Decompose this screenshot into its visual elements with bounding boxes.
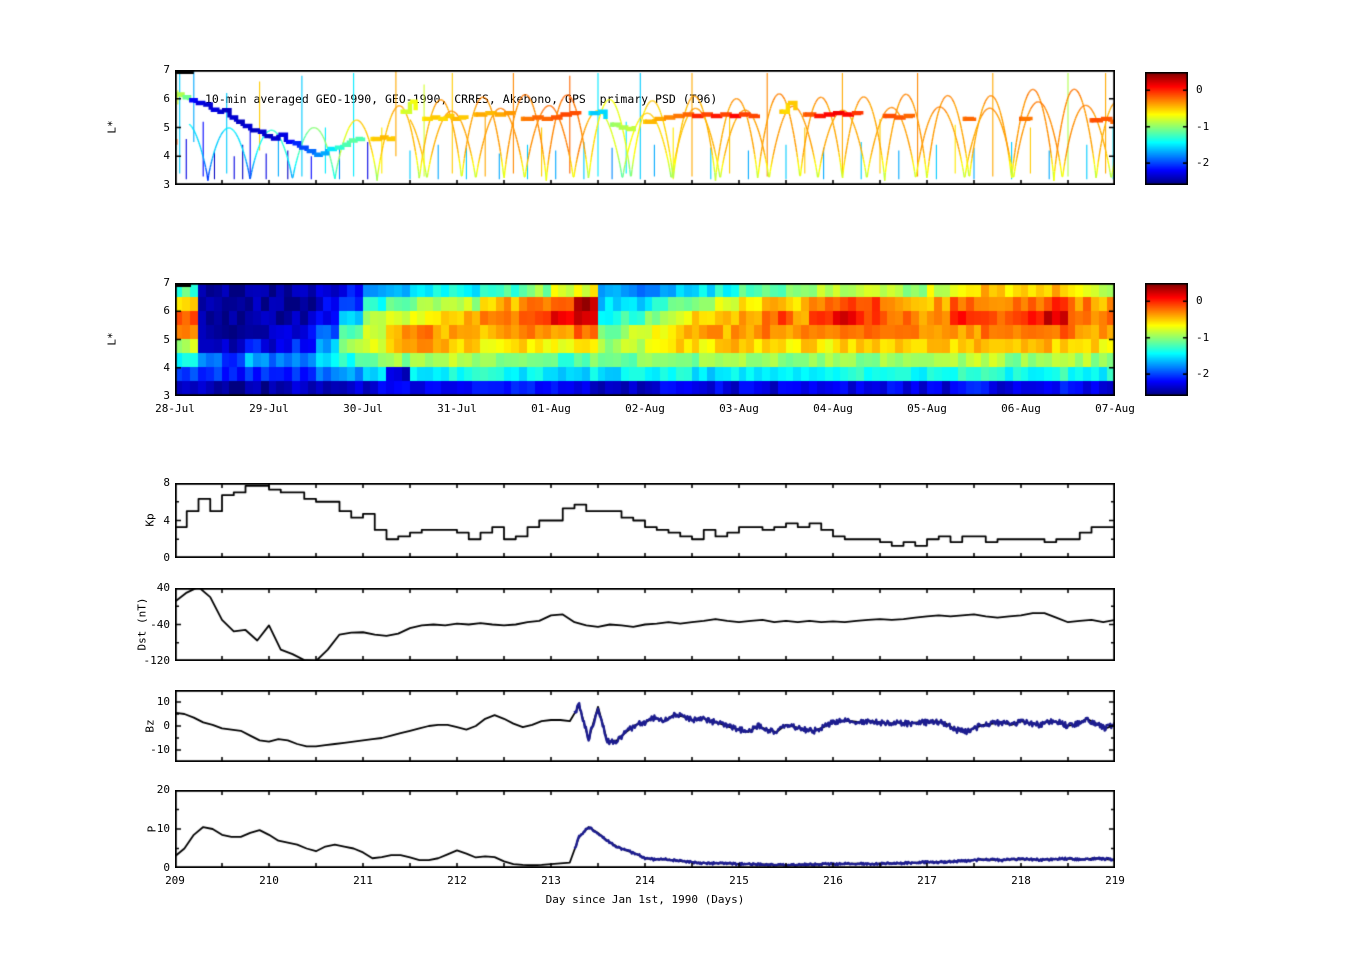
psd-scatter-ytick-label: 4 [163,149,170,163]
psd-heatmap-ylabel: L* [105,332,119,346]
date-tick-label: 04-Aug [813,402,853,415]
p-ytick-label: 10 [156,822,170,835]
date-tick-label: 01-Aug [531,402,571,415]
kp-panel [175,483,1115,558]
date-tick-label: 03-Aug [719,402,759,415]
colorbar-top [1145,72,1188,185]
day-tick-label: 216 [823,874,843,887]
date-tick-label: 29-Jul [249,402,289,415]
psd-scatter-canvas [175,70,1115,185]
dst-ytick-label: -40 [150,617,170,631]
colorbar-top-tick-label: -1 [1196,119,1210,133]
day-tick-label: 213 [541,874,561,887]
psd-scatter-panel [175,70,1115,185]
day-tick-label: 211 [353,874,373,887]
colorbar-bottom-tick-label: 0 [1196,294,1203,308]
colorbar-bottom-tick-label: -1 [1196,330,1210,344]
date-tick-label: 30-Jul [343,402,383,415]
psd-heatmap-panel [175,283,1115,396]
psd-heatmap-ytick-label: 6 [163,304,170,318]
bz-ytick-label: -10 [150,743,170,756]
date-tick-label: 06-Aug [1001,402,1041,415]
p-ytick-label: 20 [156,783,170,796]
day-tick-label: 218 [1011,874,1031,887]
day-tick-label: 214 [635,874,655,887]
dst-ytick-label: -120 [143,654,171,667]
colorbar-bottom [1145,283,1188,396]
day-tick-label: 217 [917,874,937,887]
date-tick-label: 02-Aug [625,402,665,415]
day-tick-label: 212 [447,874,467,887]
x-axis-label: Day since Jan 1st, 1990 (Days) [545,893,745,906]
bz-panel [175,690,1115,762]
psd-scatter-ytick-label: 5 [163,120,170,134]
kp-ytick-label: 8 [163,476,170,489]
day-tick-label: 215 [729,874,749,887]
date-tick-label: 31-Jul [437,402,477,415]
psd-heatmap-ytick-label: 5 [163,332,170,346]
p-canvas [175,790,1115,868]
colorbar-bottom-tick-label: -2 [1196,367,1210,381]
psd-scatter-ylabel: L* [105,120,119,134]
colorbar-top-tick-label: 0 [1196,83,1203,97]
psd-heatmap-ytick-label: 3 [163,389,170,402]
psd-heatmap-ytick-label: 4 [163,360,170,374]
dst-panel [175,588,1115,661]
psd-scatter-ytick-label: 7 [163,63,170,76]
dst-ytick-label: 40 [156,581,170,594]
colorbar-top-canvas [1145,72,1188,185]
colorbar-top-tick-label: -2 [1196,156,1210,170]
psd-heatmap-canvas [175,283,1115,396]
psd-scatter-ytick-label: 3 [163,178,170,191]
colorbar-bottom-canvas [1145,283,1188,396]
bz-ytick-label: 10 [156,695,170,708]
kp-canvas [175,483,1115,558]
kp-ytick-label: 0 [163,551,170,564]
psd-scatter-ytick-label: 6 [163,91,170,105]
dst-canvas [175,588,1115,661]
date-tick-label: 07-Aug [1095,402,1135,415]
date-tick-label: 05-Aug [907,402,947,415]
day-tick-label: 210 [259,874,279,887]
bz-canvas [175,690,1115,762]
p-ytick-label: 0 [163,861,170,874]
date-tick-label: 28-Jul [155,402,195,415]
psd-heatmap-ytick-label: 7 [163,276,170,289]
day-tick-label: 219 [1105,874,1125,887]
day-tick-label: 209 [165,874,185,887]
kp-ytick-label: 4 [163,513,170,527]
p-panel [175,790,1115,868]
bz-ytick-label: 0 [163,719,170,732]
